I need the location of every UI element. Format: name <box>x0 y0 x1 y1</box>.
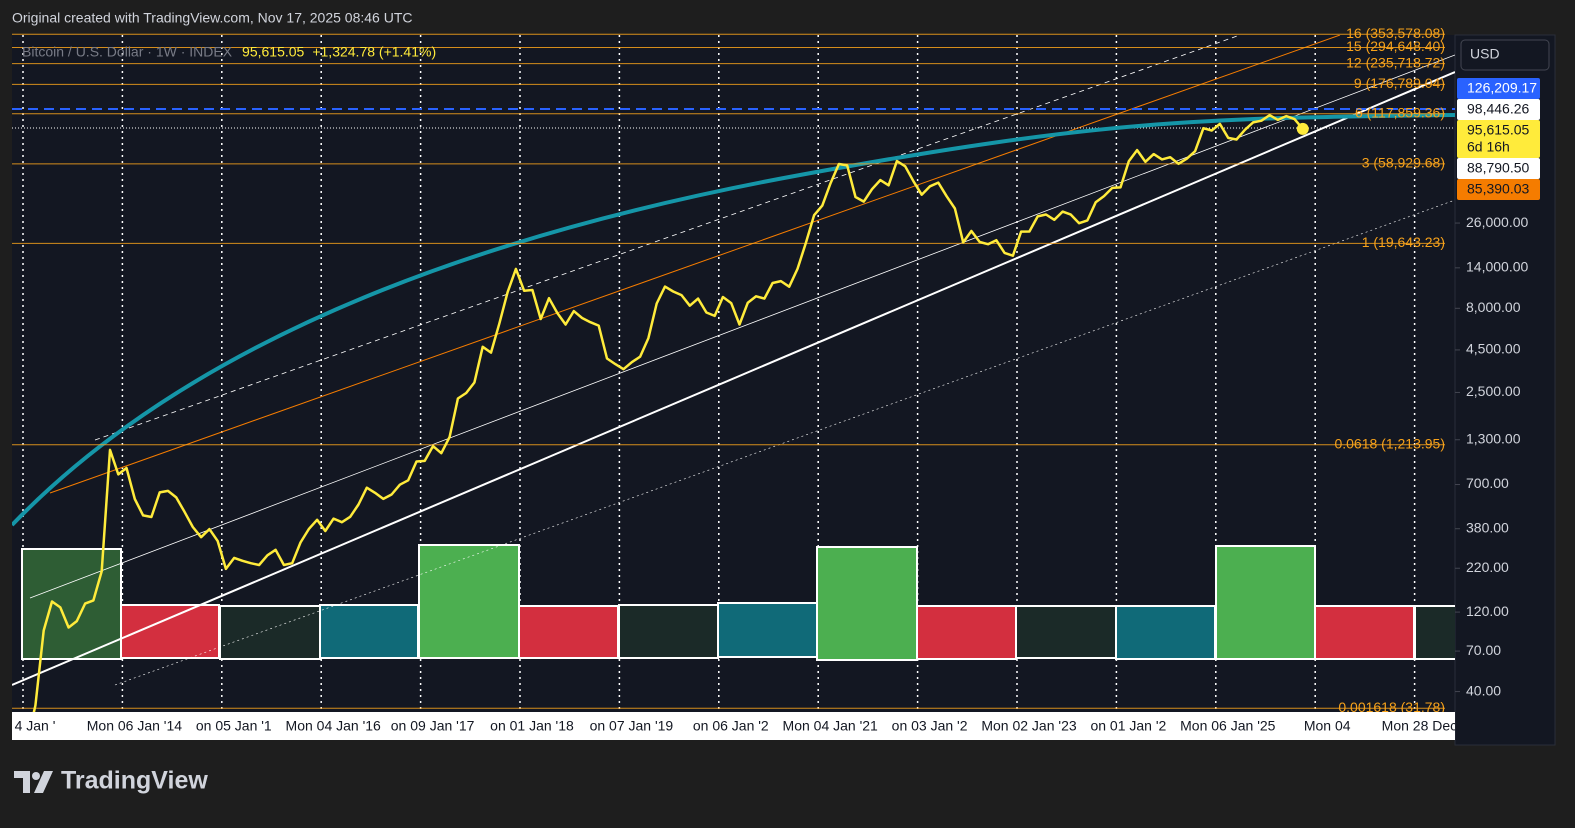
x-tick-label: Mon 04 Jan '16 <box>286 718 382 734</box>
box <box>518 605 619 659</box>
box <box>1314 605 1415 660</box>
price-tag-label: 88,790.50 <box>1467 160 1529 176</box>
level-label: 0.001618 (31.78) <box>1338 699 1445 715</box>
last-point <box>1296 122 1309 135</box>
season-boxes <box>21 544 1455 661</box>
x-tick-label: on 03 Jan '2 <box>892 718 968 734</box>
x-tick-label: Mon 28 Dec '2 <box>1382 718 1472 734</box>
box <box>1414 605 1455 660</box>
channel-top <box>94 35 1241 441</box>
logo-shape <box>14 771 30 793</box>
legend-symbol: Bitcoin / U.S. Dollar · 1W · INDEX <box>22 44 233 60</box>
x-tick-label: on 01 Jan '2 <box>1090 718 1166 734</box>
price-tag-label: 98,446.26 <box>1467 101 1529 117</box>
legend-price: 95,615.05 <box>242 44 304 60</box>
price-tag-label: 85,390.03 <box>1467 181 1529 197</box>
growth-curve <box>12 113 1455 527</box>
level-label: 6 (117,859.36) <box>1355 104 1445 120</box>
x-tick-label: Mon 06 Jan '14 <box>87 718 183 734</box>
level-label: 0.0618 (1,213.95) <box>1334 435 1445 451</box>
brand: TradingView <box>61 767 208 795</box>
y-tick-label: 8,000.00 <box>1466 299 1521 315</box>
channel-mid <box>29 54 1455 599</box>
x-tick-label: Mon 04 <box>1304 718 1351 734</box>
price-tag <box>1457 179 1540 200</box>
grid <box>22 35 1416 710</box>
price-tag <box>1457 99 1540 120</box>
y-tick-label: 220.00 <box>1466 559 1509 575</box>
level-label: 12 (235,718.72) <box>1346 54 1445 70</box>
box <box>21 548 122 660</box>
logo-shape <box>34 771 53 793</box>
box <box>418 544 520 659</box>
level-label: 3 (58,929.68) <box>1362 155 1445 171</box>
x-axis-labels: 4 Jan ' Mon 06 Jan '14 on 05 Jan '1 Mon 04 … <box>15 718 1472 734</box>
price-tag-label: 95,615.05 <box>1467 122 1529 138</box>
drawings <box>12 35 1455 686</box>
y-tick-label: 14,000.00 <box>1466 259 1528 275</box>
level-label: 16 (353,578.08) <box>1346 25 1445 41</box>
x-tick-label: on 05 Jan '1 <box>196 718 272 734</box>
x-tick-label: Mon 06 Jan '25 <box>1180 718 1276 734</box>
currency[interactable]: USD <box>1470 46 1500 62</box>
y-tick-label: 40.00 <box>1466 682 1501 698</box>
channel-bottom <box>12 71 1455 686</box>
y-tick-label: 70.00 <box>1466 642 1501 658</box>
x-axis <box>12 712 1455 740</box>
y-tick-label: 700.00 <box>1466 475 1509 491</box>
level-label: 1 (19,643.23) <box>1362 234 1445 250</box>
x-tick-label: on 01 Jan '18 <box>490 718 574 734</box>
x-tick-label: Mon 02 Jan '23 <box>981 718 1077 734</box>
y-tick-label: 2,500.00 <box>1466 383 1521 399</box>
box <box>916 605 1017 660</box>
level-label: 15 (294,648.40) <box>1346 38 1445 54</box>
y-axis: 26,000.00 14,000.00 8,000.00 4,500.00 2,500.… <box>1455 214 1528 698</box>
logo-dot <box>32 772 40 780</box>
box <box>1015 605 1117 659</box>
price-tag-label: 126,209.17 <box>1467 80 1537 96</box>
y-tick-label: 380.00 <box>1466 519 1509 535</box>
box <box>219 605 321 660</box>
price-tag <box>1457 158 1540 179</box>
series <box>32 113 1309 712</box>
box <box>816 546 918 661</box>
y-tick-label: 26,000.00 <box>1466 214 1528 230</box>
price-tag <box>1457 120 1540 158</box>
y-tick-label: 1,300.00 <box>1466 430 1521 446</box>
box <box>1215 545 1316 660</box>
y-tick-label: 120.00 <box>1466 603 1509 619</box>
pane <box>12 35 1455 712</box>
price-line <box>32 113 1304 712</box>
x-tick-label: on 06 Jan '2 <box>693 718 769 734</box>
price-tag-sub: 6d 16h <box>1467 139 1510 155</box>
legend: Bitcoin / U.S. Dollar · 1W · INDEX 95,61… <box>22 44 436 60</box>
currency-button[interactable] <box>1460 39 1550 71</box>
x-tick-label: Mon 04 Jan '21 <box>783 718 879 734</box>
box <box>319 604 419 659</box>
legend-change: +1,324.78 (+1.41%) <box>312 44 436 60</box>
price-tag <box>1457 78 1540 99</box>
header: Original created with TradingView.com, N… <box>12 10 413 26</box>
x-tick-label: on 07 Jan '19 <box>590 718 674 734</box>
level-label: 9 (176,789.04) <box>1354 75 1445 91</box>
y-tick-label: 4,500.00 <box>1466 341 1521 357</box>
box <box>717 602 818 658</box>
box <box>1115 605 1216 660</box>
x-tick-label: on 09 Jan '17 <box>391 718 475 734</box>
orange-trend <box>49 35 1341 494</box>
box <box>618 604 719 659</box>
fib-levels: 16 (353,578.08)15 (294,648.40)12 (235,71… <box>12 25 1445 715</box>
brand-logo <box>14 771 53 793</box>
x-tick-label: 4 Jan ' <box>15 718 56 734</box>
